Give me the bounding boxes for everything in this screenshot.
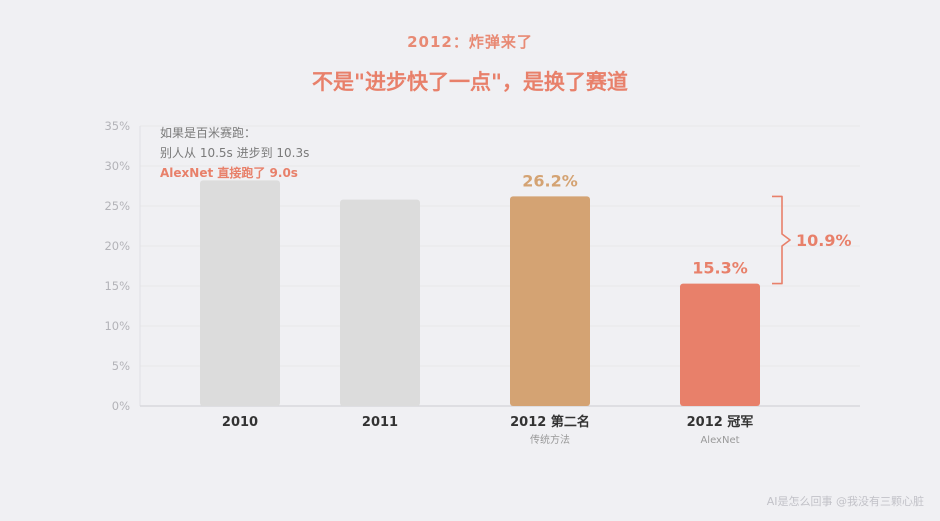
x-tick-label: 2012 冠军 [687, 415, 754, 430]
y-tick-label: 35% [104, 119, 130, 133]
y-tick-label: 30% [104, 159, 130, 173]
x-tick-label: 2010 [222, 415, 258, 430]
y-tick-label: 5% [112, 359, 130, 373]
difference-bracket [772, 195, 791, 285]
chart-kicker: 2012：炸弹来了 [407, 33, 533, 51]
x-tick-sublabel: 传统方法 [530, 433, 570, 446]
footer-credit: AI是怎么回事 @我没有三颗心脏 [766, 495, 924, 508]
annotation-line-2: 别人从 10.5s 进步到 10.3s [160, 146, 310, 160]
chart-title: 不是"进步快了一点"，是换了赛道 [312, 70, 628, 94]
y-tick-label: 10% [104, 319, 130, 333]
y-tick-label: 0% [112, 399, 130, 413]
bar-4 [680, 283, 760, 406]
bar-1 [200, 180, 280, 406]
bar-3 [510, 196, 590, 406]
x-tick-sublabel: AlexNet [700, 435, 739, 446]
y-tick-label: 20% [104, 239, 130, 253]
y-tick-label: 15% [104, 279, 130, 293]
difference-label: 10.9% [796, 231, 852, 250]
x-tick-label: 2012 第二名 [510, 414, 590, 430]
data-label-4: 15.3% [692, 259, 748, 278]
annotation-line-1: 如果是百米赛跑： [160, 126, 257, 140]
annotation-line-3: AlexNet 直接跑了 9.0s [160, 166, 298, 180]
y-tick-label: 25% [104, 199, 130, 213]
bar-2 [340, 199, 420, 406]
data-label-3: 26.2% [522, 171, 578, 190]
x-tick-label: 2011 [362, 415, 398, 430]
